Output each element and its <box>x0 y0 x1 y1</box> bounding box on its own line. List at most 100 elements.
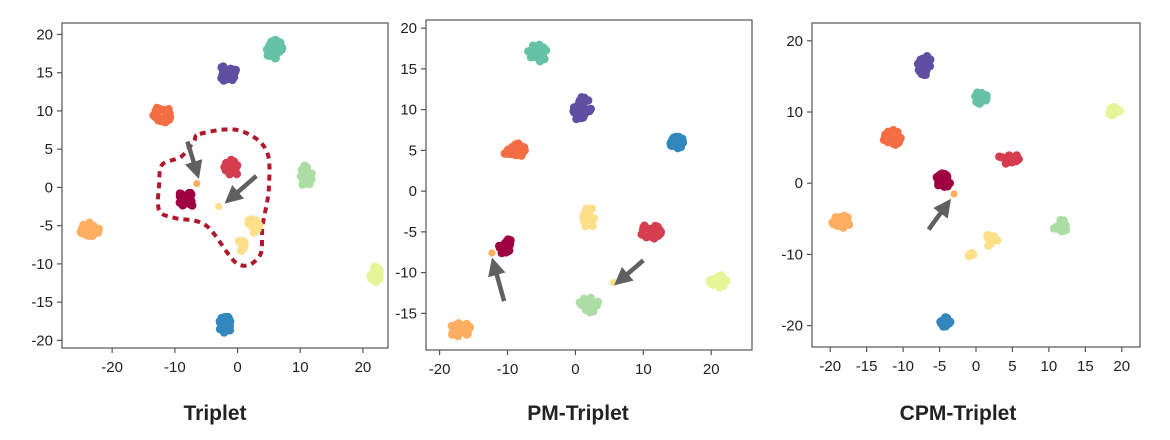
data-point <box>828 218 837 227</box>
x-tick-label: 0 <box>233 359 241 376</box>
x-tick-label: 0 <box>972 358 980 375</box>
cluster-pm-triplet-2 <box>666 132 688 153</box>
cluster-pm-triplet-3 <box>500 139 529 160</box>
data-point <box>186 191 195 200</box>
data-point <box>1115 106 1125 116</box>
data-point <box>188 201 197 210</box>
x-tick-label: -20 <box>101 359 123 376</box>
data-point <box>528 41 538 50</box>
pointer-arrow-icon <box>614 258 645 286</box>
data-point <box>227 66 236 75</box>
data-point <box>715 282 724 292</box>
data-point <box>263 51 272 60</box>
data-point <box>463 326 473 335</box>
data-point <box>581 222 590 231</box>
data-point <box>915 59 924 68</box>
highlighted-point <box>950 190 958 198</box>
x-tick-label: -10 <box>164 359 186 376</box>
data-point <box>707 276 717 285</box>
y-tick-label: 20 <box>36 26 53 43</box>
x-tick-label: 5 <box>1008 358 1016 375</box>
data-point <box>217 73 226 83</box>
data-point <box>178 201 187 210</box>
cluster-cpm-triplet-3 <box>879 126 905 149</box>
data-point <box>1004 153 1014 163</box>
cluster-cpm-triplet-9 <box>1049 216 1071 236</box>
panel-title-cpm-triplet: CPM-Triplet <box>900 402 1017 425</box>
data-point <box>580 104 590 114</box>
data-point <box>586 293 595 303</box>
data-point <box>589 307 598 316</box>
cluster-pm-triplet-6 <box>495 235 515 258</box>
pointer-arrow-icon <box>224 174 258 204</box>
data-point <box>517 151 526 160</box>
data-point <box>220 312 230 322</box>
y-tick-label: -5 <box>40 218 53 235</box>
cluster-triplet-10 <box>215 312 235 337</box>
cluster-triplet-8 <box>235 236 249 255</box>
data-point <box>89 222 99 231</box>
y-tick-label: -15 <box>395 305 417 322</box>
highlighted-point <box>609 278 618 286</box>
data-point <box>454 319 463 328</box>
x-tick-label: 10 <box>1041 358 1058 375</box>
y-tick-label: -10 <box>31 256 53 273</box>
data-point <box>219 62 228 71</box>
data-point <box>539 47 549 56</box>
y-tick-label: 15 <box>400 61 417 78</box>
data-point <box>673 137 682 146</box>
x-tick-label: 10 <box>635 361 652 378</box>
y-tick-label: 5 <box>409 142 417 159</box>
data-point <box>989 232 999 241</box>
data-point <box>577 93 586 102</box>
cluster-cpm-triplet-5 <box>932 169 954 191</box>
data-point <box>267 37 276 46</box>
y-tick-label: 20 <box>786 33 803 50</box>
y-tick-label: -10 <box>781 246 803 263</box>
cluster-cpm-triplet-0 <box>913 52 935 80</box>
plot-frame <box>61 22 389 349</box>
panel-title-pm-triplet: PM-Triplet <box>527 402 629 425</box>
data-point <box>998 153 1007 162</box>
y-tick-label: 15 <box>36 65 53 82</box>
cluster-cpm-triplet-2 <box>1105 103 1125 120</box>
data-point <box>462 319 471 329</box>
data-point <box>714 272 723 281</box>
cluster-triplet-9 <box>366 262 384 287</box>
data-point <box>239 237 248 246</box>
x-tick-label: 20 <box>703 361 720 378</box>
data-point <box>226 72 236 82</box>
y-tick-label: 0 <box>409 183 417 200</box>
data-point <box>889 126 898 135</box>
data-point <box>274 44 283 54</box>
data-point <box>369 269 379 278</box>
x-tick-label: -15 <box>856 358 878 375</box>
data-point <box>569 103 579 112</box>
y-tick-label: 5 <box>45 141 53 158</box>
x-tick-label: -20 <box>429 361 451 378</box>
data-point <box>945 179 954 188</box>
cluster-pm-triplet-9 <box>447 319 475 341</box>
cluster-triplet-7 <box>244 215 264 237</box>
cluster-cpm-triplet-1 <box>971 88 991 108</box>
cluster-pm-triplet-7 <box>575 293 602 317</box>
data-point <box>501 239 510 249</box>
plot-frame <box>425 19 753 351</box>
y-tick-label: 10 <box>400 102 417 119</box>
cluster-triplet-4 <box>175 188 197 210</box>
data-point <box>964 251 973 260</box>
data-point <box>844 220 854 229</box>
x-tick-label: 20 <box>1113 358 1130 375</box>
pointer-arrow-icon <box>926 198 952 231</box>
data-point <box>299 177 308 187</box>
data-point <box>1106 109 1116 119</box>
pointer-arrow-icon <box>488 257 507 302</box>
y-tick-label: -10 <box>395 265 417 282</box>
data-point <box>938 319 948 329</box>
data-point <box>972 96 982 106</box>
data-point <box>510 141 520 150</box>
data-point <box>654 225 663 234</box>
data-point <box>162 107 171 116</box>
x-tick-label: 10 <box>292 359 309 376</box>
